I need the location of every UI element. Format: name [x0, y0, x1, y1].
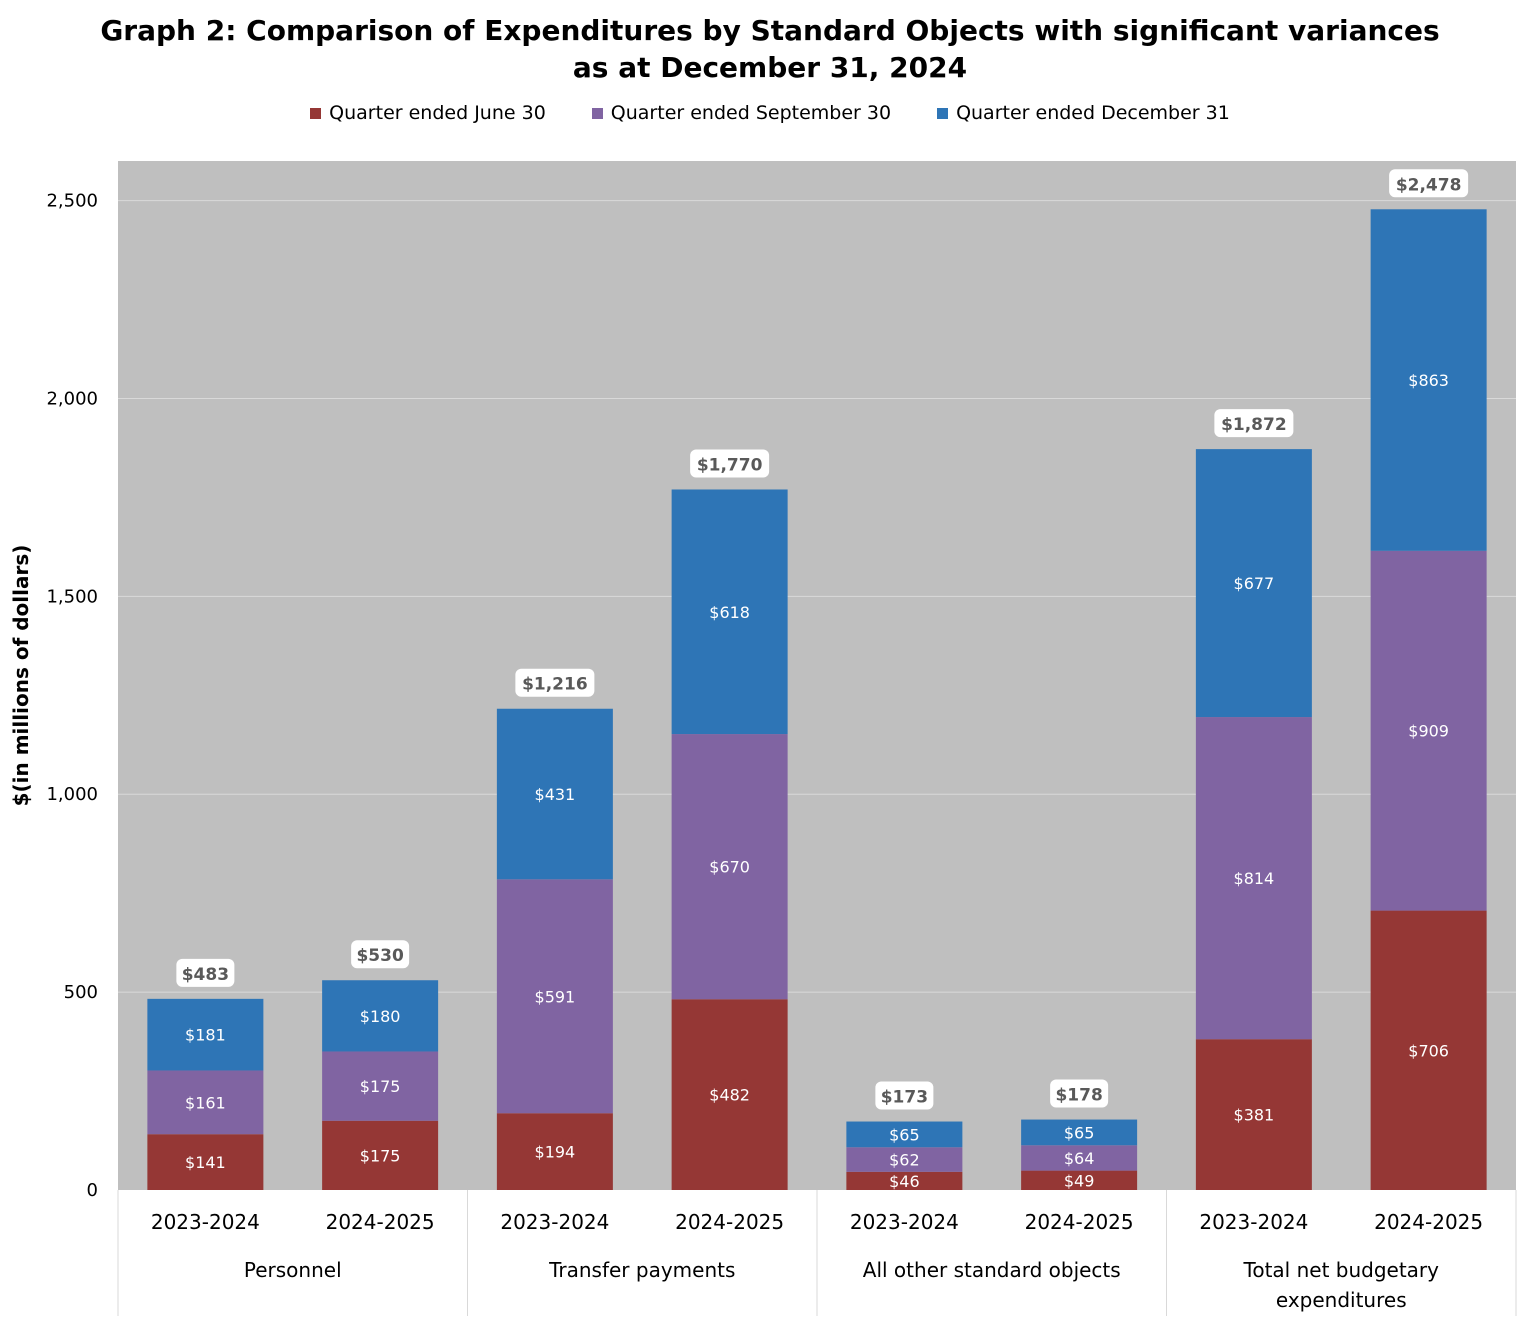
y-tick-label: 0 — [87, 1180, 98, 1201]
legend-label-june: Quarter ended June 30 — [329, 102, 546, 124]
y-tick-label: 1,500 — [46, 586, 98, 607]
chart-title-line2: as at December 31, 2024 — [572, 51, 968, 84]
bar-segment — [1021, 1145, 1138, 1171]
legend-item-december: Quarter ended December 31 — [937, 102, 1230, 124]
bar-segment — [846, 1171, 963, 1190]
x-tick-label: 2024-2025 — [675, 1210, 784, 1234]
data-label: $814 — [1234, 869, 1275, 888]
total-label-box — [176, 958, 235, 987]
data-label: $591 — [535, 987, 576, 1006]
bar-segment — [1195, 449, 1312, 718]
group-label: Personnel — [244, 1258, 342, 1282]
bar-segment — [1370, 910, 1487, 1190]
bar-segment — [496, 1113, 613, 1190]
data-label: $431 — [535, 785, 576, 804]
total-label: $1,872 — [1221, 415, 1287, 435]
bar-segment — [1370, 209, 1487, 551]
x-tick-label: 2023-2024 — [151, 1210, 260, 1234]
bar-segment — [846, 1121, 963, 1148]
bar-segment — [1021, 1170, 1138, 1190]
data-label: $65 — [889, 1125, 920, 1144]
total-label-box — [351, 940, 410, 969]
x-tick-label: 2024-2025 — [326, 1210, 435, 1234]
legend-item-september: Quarter ended September 30 — [591, 102, 892, 124]
legend-item-june: Quarter ended June 30 — [310, 102, 546, 124]
total-label-box — [875, 1081, 934, 1110]
total-label: $1,216 — [522, 675, 588, 695]
bar-segment — [1021, 1119, 1138, 1146]
chart-title-line1: Graph 2: Comparison of Expenditures by S… — [100, 14, 1440, 47]
total-label-box — [1050, 1079, 1109, 1108]
bar-segment — [147, 1134, 264, 1190]
bar-segment — [496, 879, 613, 1114]
data-label: $677 — [1234, 574, 1275, 593]
x-tick-label: 2023-2024 — [850, 1210, 959, 1234]
group-label: Transfer payments — [548, 1258, 735, 1282]
data-label: $181 — [185, 1026, 226, 1045]
y-tick-label: 2,000 — [46, 388, 98, 409]
total-label: $173 — [881, 1088, 928, 1108]
data-label: $482 — [709, 1086, 750, 1105]
data-label: $863 — [1408, 371, 1449, 390]
data-label: $175 — [360, 1077, 401, 1096]
bar-segment — [496, 708, 613, 880]
bar-segment — [147, 1070, 264, 1135]
bar-segment — [322, 1120, 439, 1190]
group-label: Total net budgetary expenditures — [1243, 1258, 1440, 1312]
total-label-box — [1214, 409, 1294, 438]
data-label: $618 — [709, 603, 750, 622]
group-label: All other standard objects — [863, 1258, 1121, 1282]
bar-segment — [147, 998, 264, 1071]
total-label: $483 — [182, 965, 229, 985]
data-label: $909 — [1408, 722, 1449, 741]
y-tick-label: 2,500 — [46, 191, 98, 212]
data-label: $180 — [360, 1007, 401, 1026]
bar-segment — [1195, 717, 1312, 1040]
chart-title: Graph 2: Comparison of Expenditures by S… — [0, 12, 1540, 86]
total-label: $178 — [1055, 1086, 1102, 1106]
bar-segment — [846, 1147, 963, 1172]
bar-segment — [671, 489, 788, 735]
bar-segment — [1195, 1039, 1312, 1190]
total-label-box — [690, 449, 770, 478]
legend-label-december: Quarter ended December 31 — [956, 102, 1230, 124]
bar-segment — [322, 1051, 439, 1121]
total-label: $530 — [356, 946, 403, 966]
data-label: $65 — [1064, 1123, 1095, 1142]
data-label: $141 — [185, 1153, 226, 1172]
total-label: $2,478 — [1396, 175, 1462, 195]
x-tick-label: 2023-2024 — [1199, 1210, 1308, 1234]
total-label-box — [515, 668, 595, 697]
data-label: $46 — [889, 1172, 920, 1191]
legend-swatch-december — [937, 107, 949, 119]
y-tick-label: 500 — [64, 982, 98, 1003]
y-tick-label: 1,000 — [46, 784, 98, 805]
data-label: $670 — [709, 858, 750, 877]
bar-segment — [1370, 550, 1487, 911]
x-tick-label: 2024-2025 — [1374, 1210, 1483, 1234]
legend-label-september: Quarter ended September 30 — [610, 102, 892, 124]
data-label: $64 — [1064, 1149, 1095, 1168]
data-label: $194 — [535, 1143, 576, 1162]
legend-swatch-september — [591, 107, 603, 119]
legend-swatch-june — [310, 107, 322, 119]
data-label: $381 — [1234, 1106, 1275, 1125]
data-label: $62 — [889, 1151, 920, 1170]
total-label-box — [1389, 169, 1469, 198]
bar-segment — [671, 734, 788, 1000]
bar-segment — [671, 999, 788, 1190]
y-axis-title: $(in millions of dollars) — [9, 545, 33, 807]
x-tick-label: 2024-2025 — [1025, 1210, 1134, 1234]
x-tick-label: 2023-2024 — [500, 1210, 609, 1234]
chart-legend: Quarter ended June 30 Quarter ended Sept… — [0, 102, 1540, 124]
total-label: $1,770 — [697, 455, 763, 475]
bar-segment — [322, 980, 439, 1052]
data-label: $175 — [360, 1146, 401, 1165]
data-label: $706 — [1408, 1041, 1449, 1060]
data-label: $161 — [185, 1093, 226, 1112]
data-label: $49 — [1064, 1171, 1095, 1190]
